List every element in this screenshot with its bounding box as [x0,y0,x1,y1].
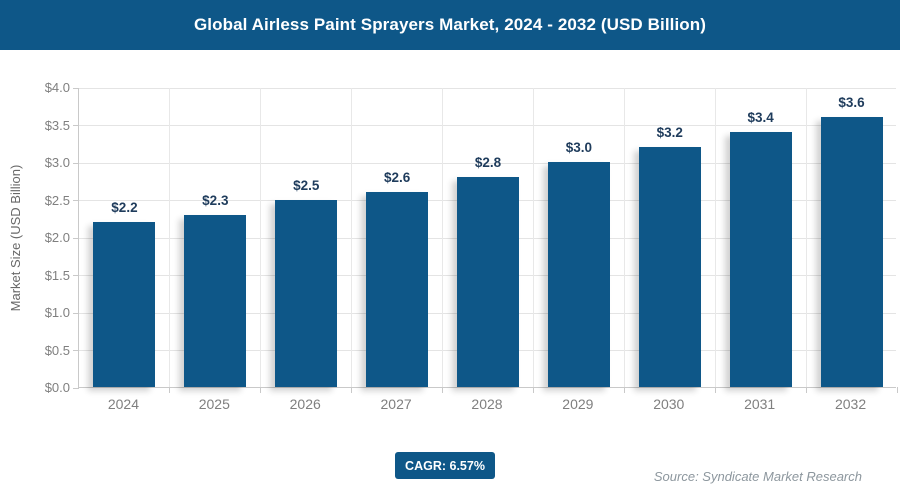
y-axis-tick [73,387,79,389]
h-gridline [79,125,896,126]
y-axis-tick [73,125,79,126]
h-gridline [79,162,896,164]
bar-value-label: $2.2 [111,200,138,215]
x-axis-tick [623,387,625,393]
v-gridline [714,88,716,387]
y-axis-tick-labels: $0.0 $0.5 $1.0 $1.5 $2.0 $2.5 $3.0 $3.5 $4.0 [0,80,70,395]
source-text: Source: Syndicate Market Research [653,469,862,484]
x-axis-tick [532,387,534,393]
x-axis-tick [805,387,807,393]
y-axis-tick [73,312,79,314]
y-axis-tick [73,162,79,164]
v-gridline [351,88,353,387]
x-tick-label: 2028 [471,396,503,412]
bar-value-label: $3.4 [747,110,774,125]
cagr-badge: CAGR: 6.57% [395,452,495,479]
v-gridline [169,88,171,387]
plot-area: $2.2 $2.3 $2.5 $2.6 $2.8 $3.0 $3.2 $3.4 $3.6 [73,87,898,393]
x-axis-tick [896,387,898,393]
bar [184,214,247,387]
v-gridline [532,88,534,387]
chart-title-bar: Global Airless Paint Sprayers Market, 20… [0,0,900,50]
x-tick-label: 2029 [562,396,594,412]
y-tick-label: $1.5 [44,267,70,283]
v-gridline [442,88,444,387]
x-axis-tick [442,387,444,393]
y-axis-tick [73,200,79,201]
y-axis-tick [73,237,79,239]
y-tick-label: $2.0 [44,230,70,245]
x-tick-label: 2025 [198,396,230,412]
chart-title: Global Airless Paint Sprayers Market, 20… [193,15,707,34]
bar-value-label: $3.0 [565,140,593,155]
y-axis-tick [73,87,79,89]
bar [93,222,156,387]
x-tick-label: 2030 [653,396,685,412]
x-axis-tick [351,387,353,393]
bar [729,132,792,387]
v-gridline [260,88,262,387]
x-axis-tick [169,387,171,393]
bar [457,177,519,387]
v-gridline [623,88,625,387]
bar-value-label: $2.5 [293,177,320,193]
y-axis-tick [73,350,79,351]
y-tick-label: $0.0 [44,380,70,395]
bar-value-label: $2.6 [383,170,411,185]
y-tick-label: $3.5 [44,117,70,133]
bar-value-label: $3.6 [838,95,865,110]
bar [366,192,429,387]
bar [820,117,883,387]
v-gridline [805,88,807,387]
x-tick-label: 2024 [107,396,140,412]
y-tick-label: $2.5 [44,192,70,208]
y-tick-label: $0.5 [44,342,70,358]
x-tick-label: 2026 [289,396,321,412]
y-tick-label: $3.0 [44,155,70,170]
y-tick-label: $1.0 [44,305,70,320]
bar [638,147,701,387]
y-axis-tick [73,275,79,276]
bar-value-label: $2.3 [202,192,229,208]
x-tick-label: 2032 [834,396,867,412]
x-tick-label: 2031 [744,396,776,412]
x-axis-tick [260,387,262,393]
h-gridline [79,87,896,89]
bar-value-label: $3.2 [656,125,683,140]
x-axis-tick-labels: 2024 2025 2026 2027 2028 2029 2030 2031 2032 [78,396,896,416]
bar [275,199,338,387]
bar-value-label: $2.8 [474,155,502,170]
x-axis-tick [714,387,716,393]
y-tick-label: $4.0 [44,80,70,95]
bar [547,162,610,387]
x-tick-label: 2027 [380,396,412,412]
cagr-label: CAGR: 6.57% [405,458,485,473]
